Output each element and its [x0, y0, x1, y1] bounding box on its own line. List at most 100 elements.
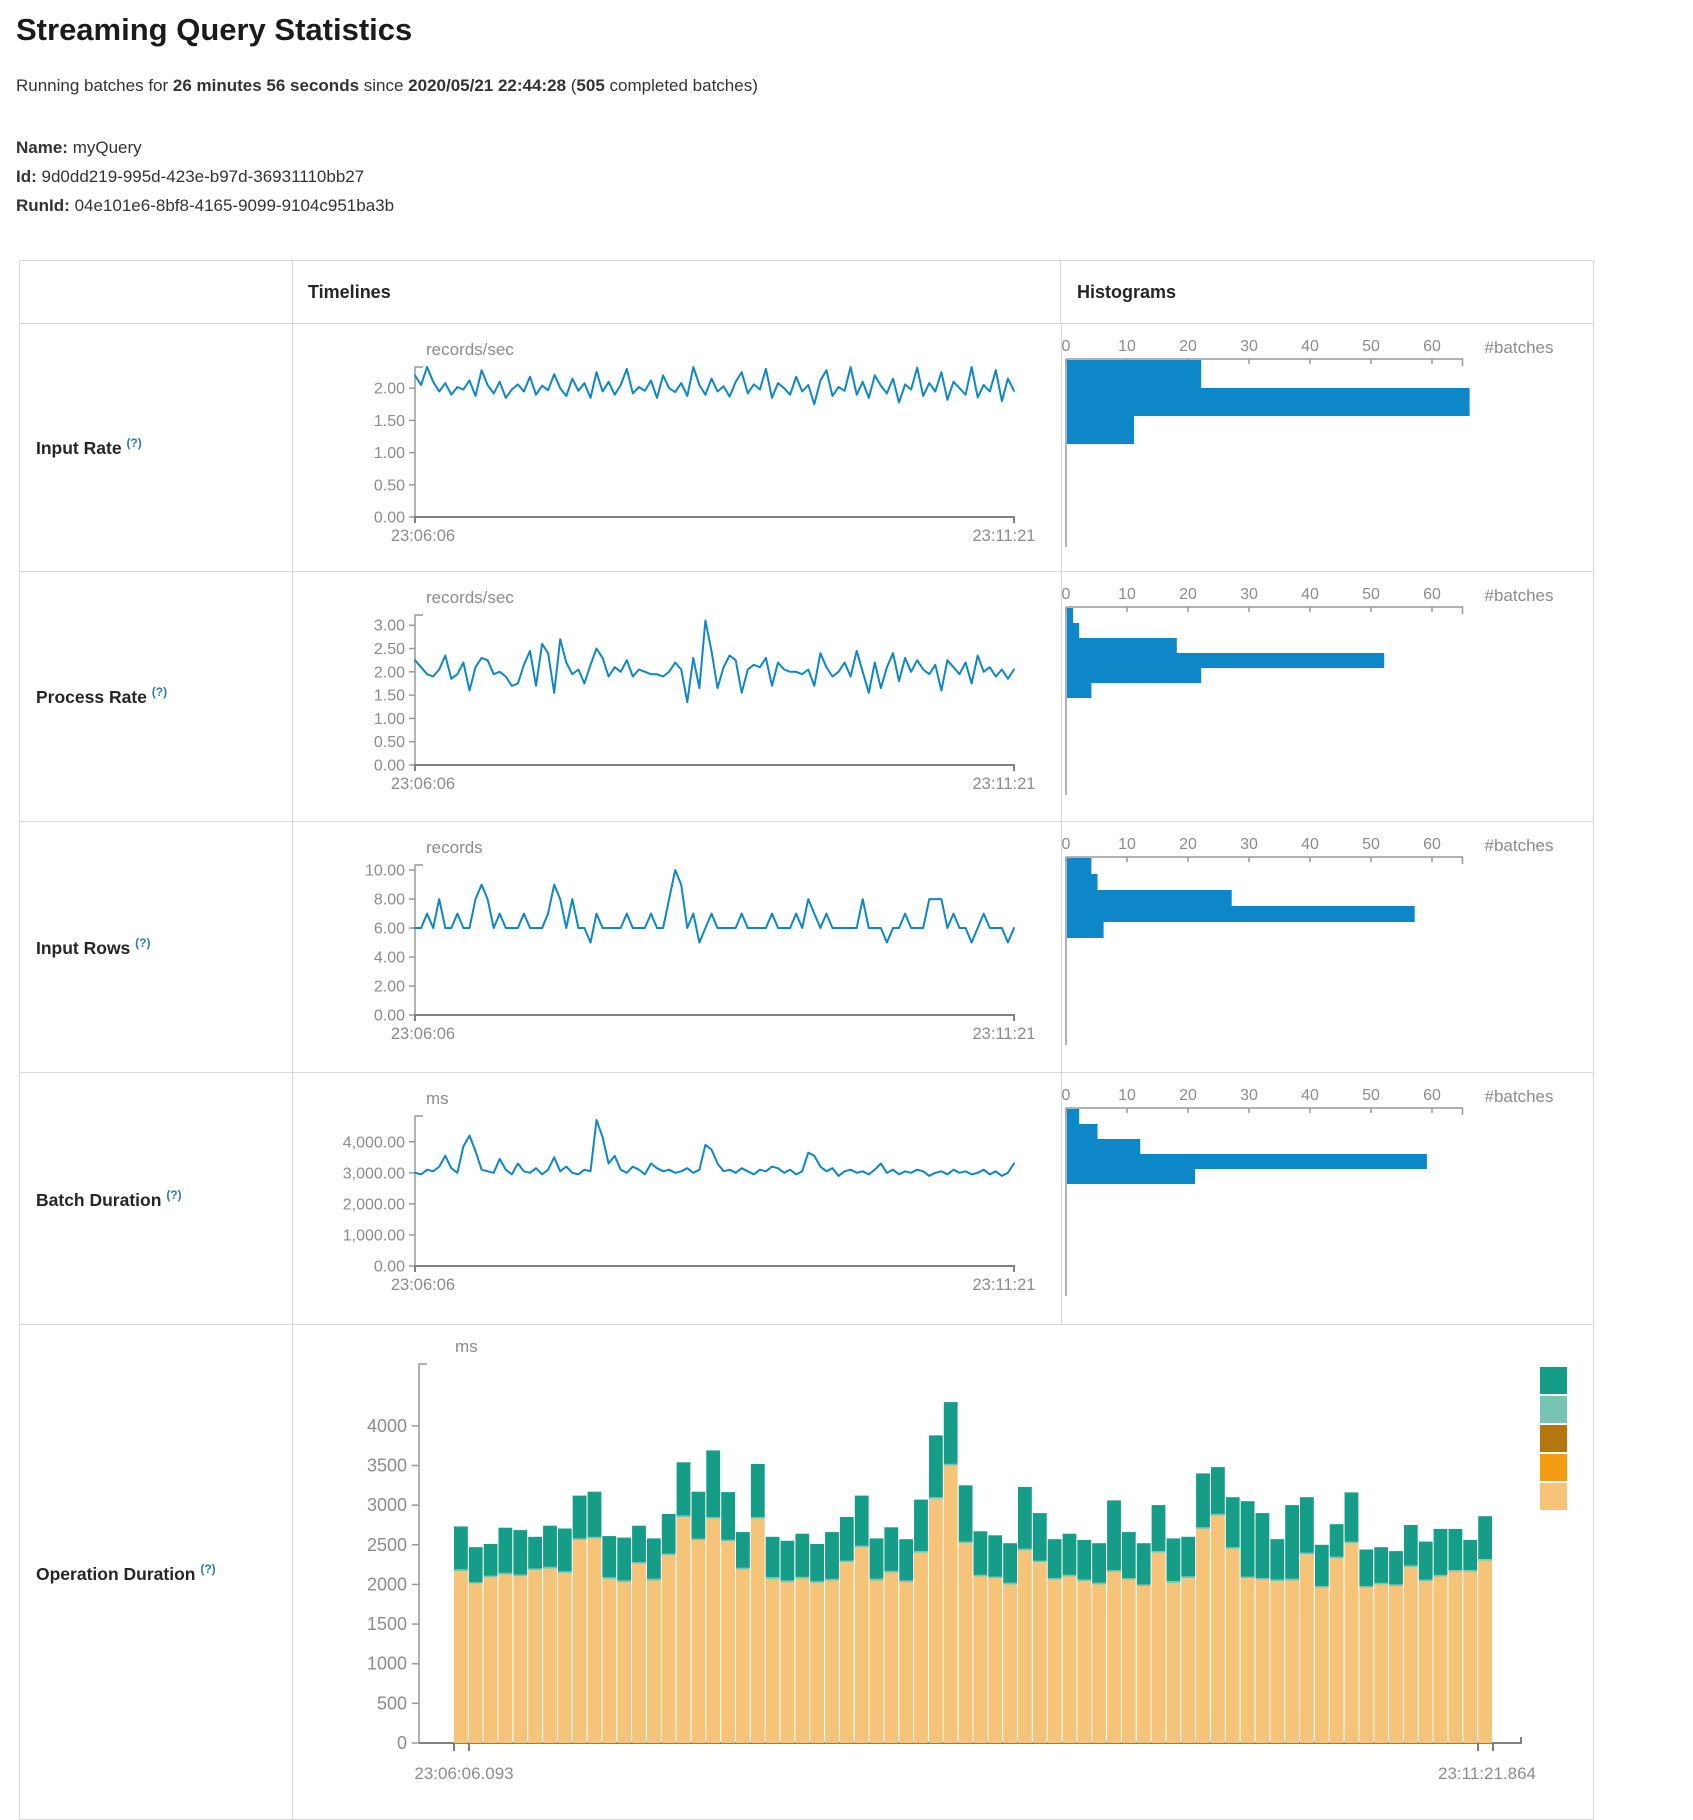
svg-text:40: 40	[1301, 1087, 1319, 1104]
row-process-rate: Process Rate (?) records/sec 3.00 2.50 2.00…	[20, 571, 1593, 822]
svg-text:50: 50	[1362, 836, 1380, 853]
runid-label: RunId:	[16, 196, 70, 215]
svg-text:0.00: 0.00	[374, 1008, 405, 1025]
svg-text:40: 40	[1301, 586, 1319, 603]
legend-swatch-2	[1540, 1425, 1567, 1452]
svg-text:6.00: 6.00	[374, 921, 405, 938]
legend-swatch-1	[1540, 1396, 1567, 1423]
svg-text:60: 60	[1423, 836, 1441, 853]
svg-text:23:11:21.864: 23:11:21.864	[1438, 1764, 1536, 1783]
svg-text:30: 30	[1240, 586, 1258, 603]
svg-text:23:11:21: 23:11:21	[972, 1276, 1035, 1294]
svg-text:0.00: 0.00	[374, 1259, 405, 1276]
batch-duration-label: Batch Duration (?)	[36, 1188, 182, 1210]
svg-text:10.00: 10.00	[365, 863, 405, 880]
svg-text:30: 30	[1240, 836, 1258, 853]
svg-text:23:11:21: 23:11:21	[972, 527, 1035, 545]
statistics-table: Timelines Histograms Input Rate (?) reco…	[19, 260, 1594, 1820]
svg-text:records: records	[426, 838, 483, 857]
input-rate-histogram-svg: 0 10 20 30 40 50 60 #batches	[1062, 338, 1554, 547]
svg-text:#batches: #batches	[1485, 586, 1554, 605]
svg-text:records/sec: records/sec	[426, 340, 514, 359]
svg-text:2,000.00: 2,000.00	[343, 1196, 405, 1213]
svg-text:#batches: #batches	[1485, 836, 1554, 855]
svg-text:#batches: #batches	[1485, 1087, 1554, 1106]
row-label-cell: Input Rows (?)	[20, 821, 293, 1072]
svg-text:0: 0	[1062, 338, 1071, 355]
svg-text:23:06:06: 23:06:06	[391, 1276, 455, 1294]
svg-text:2.00: 2.00	[374, 979, 405, 996]
svg-text:0: 0	[1062, 836, 1071, 853]
svg-text:0.00: 0.00	[374, 758, 405, 775]
svg-text:2.00: 2.00	[374, 381, 405, 398]
svg-text:1.00: 1.00	[374, 445, 405, 462]
svg-text:8.00: 8.00	[374, 892, 405, 909]
svg-text:0.00: 0.00	[374, 510, 405, 527]
svg-text:0: 0	[397, 1733, 407, 1753]
input-rows-help-icon[interactable]: (?)	[135, 936, 151, 950]
operation-duration-stacked-bar-svg: ms 4000 3500 3000 2500 2000 1500 1000 500 0 23:06:…	[367, 1337, 1567, 1783]
batch-duration-help-icon[interactable]: (?)	[166, 1188, 182, 1202]
row-input-rate: Input Rate (?) records/sec 2.00 1.50 1.00 0.…	[20, 323, 1593, 572]
legend-swatch-4	[1540, 1483, 1567, 1510]
svg-text:2.50: 2.50	[374, 641, 405, 658]
svg-text:50: 50	[1362, 586, 1380, 603]
svg-text:20: 20	[1179, 1087, 1197, 1104]
legend-swatch-3	[1540, 1454, 1567, 1481]
row-label-cell: Batch Duration (?)	[20, 1072, 293, 1324]
row-batch-duration: Batch Duration (?) ms 4,000.00 3,000.00 2,0…	[20, 1072, 1593, 1325]
process-rate-timeline-svg: records/sec3.002.502.001.501.000.500.002…	[374, 588, 1036, 793]
duration-text: 26 minutes 56 seconds	[172, 76, 360, 95]
input-rows-histogram-svg: 0 10 20 30 40 50 60 #batches	[1062, 836, 1554, 1045]
batch-duration-histogram-chart: 0 10 20 30 40 50 60 #batches	[1062, 1072, 1593, 1324]
id-value: 9d0dd219-995d-423e-b97d-36931110bb27	[41, 167, 365, 186]
svg-text:1.00: 1.00	[374, 711, 405, 728]
svg-text:0: 0	[1062, 1087, 1071, 1104]
svg-text:10: 10	[1118, 1087, 1136, 1104]
row-input-rows: Input Rows (?) records 10.00 8.00 6.00 4.00 2…	[20, 821, 1593, 1073]
svg-text:records/sec: records/sec	[426, 588, 514, 607]
query-runid-line: RunId: 04e101e6-8bf8-4165-9099-9104c951b…	[16, 196, 394, 216]
input-rows-timeline-svg: records 10.00 8.00 6.00 4.00 2.00 0.0023:06:06…	[365, 838, 1036, 1043]
svg-text:20: 20	[1179, 338, 1197, 355]
input-rate-histogram-chart: 0 10 20 30 40 50 60 #batches	[1062, 323, 1593, 571]
process-rate-histogram-svg: 0 10 20 30 40 50 60 #batches	[1062, 586, 1554, 795]
name-value: myQuery	[72, 138, 142, 157]
svg-text:10: 10	[1118, 836, 1136, 853]
header-cell-histograms: Histograms	[1077, 282, 1177, 302]
svg-text:500: 500	[377, 1693, 407, 1713]
svg-text:40: 40	[1301, 338, 1319, 355]
completed-batches-count: 505	[576, 76, 605, 95]
page-title: Streaming Query Statistics	[16, 12, 413, 47]
header-cell-empty	[20, 261, 293, 323]
svg-text:30: 30	[1240, 1087, 1258, 1104]
input-rate-timeline-chart: records/sec 2.00 1.50 1.00 0.50 0.00 23:06:06 2…	[293, 323, 1062, 571]
process-rate-label: Process Rate (?)	[36, 685, 168, 707]
query-name-line: Name: myQuery	[16, 138, 142, 158]
svg-text:20: 20	[1179, 836, 1197, 853]
svg-text:30: 30	[1240, 338, 1258, 355]
input-rows-histogram-chart: 0 10 20 30 40 50 60 #batches	[1062, 821, 1593, 1072]
runid-value: 04e101e6-8bf8-4165-9099-9104c951ba3b	[74, 196, 395, 215]
process-rate-help-icon[interactable]: (?)	[151, 685, 168, 699]
svg-text:23:06:06.093: 23:06:06.093	[414, 1764, 513, 1783]
input-rows-timeline-chart: records 10.00 8.00 6.00 4.00 2.00 0.00 23:06:06…	[293, 821, 1062, 1072]
row-label-cell: Input Rate (?)	[20, 323, 293, 571]
operation-duration-help-icon[interactable]: (?)	[200, 1562, 216, 1576]
row-label-cell: Process Rate (?)	[20, 571, 293, 821]
batch-duration-histogram-svg: 0 10 20 30 40 50 60 #batches	[1062, 1087, 1554, 1296]
svg-text:60: 60	[1423, 1087, 1441, 1104]
svg-text:2500: 2500	[367, 1535, 407, 1555]
id-label: Id:	[16, 167, 37, 186]
svg-text:40: 40	[1301, 836, 1319, 853]
legend-swatch-0	[1540, 1367, 1567, 1394]
svg-text:4.00: 4.00	[374, 950, 405, 967]
input-rate-help-icon[interactable]: (?)	[126, 436, 142, 450]
svg-text:3500: 3500	[367, 1455, 407, 1475]
table-header-row: Timelines Histograms	[20, 261, 1593, 324]
svg-text:ms: ms	[426, 1089, 449, 1108]
svg-text:3,000.00: 3,000.00	[343, 1165, 405, 1182]
svg-text:23:06:06: 23:06:06	[391, 527, 455, 545]
